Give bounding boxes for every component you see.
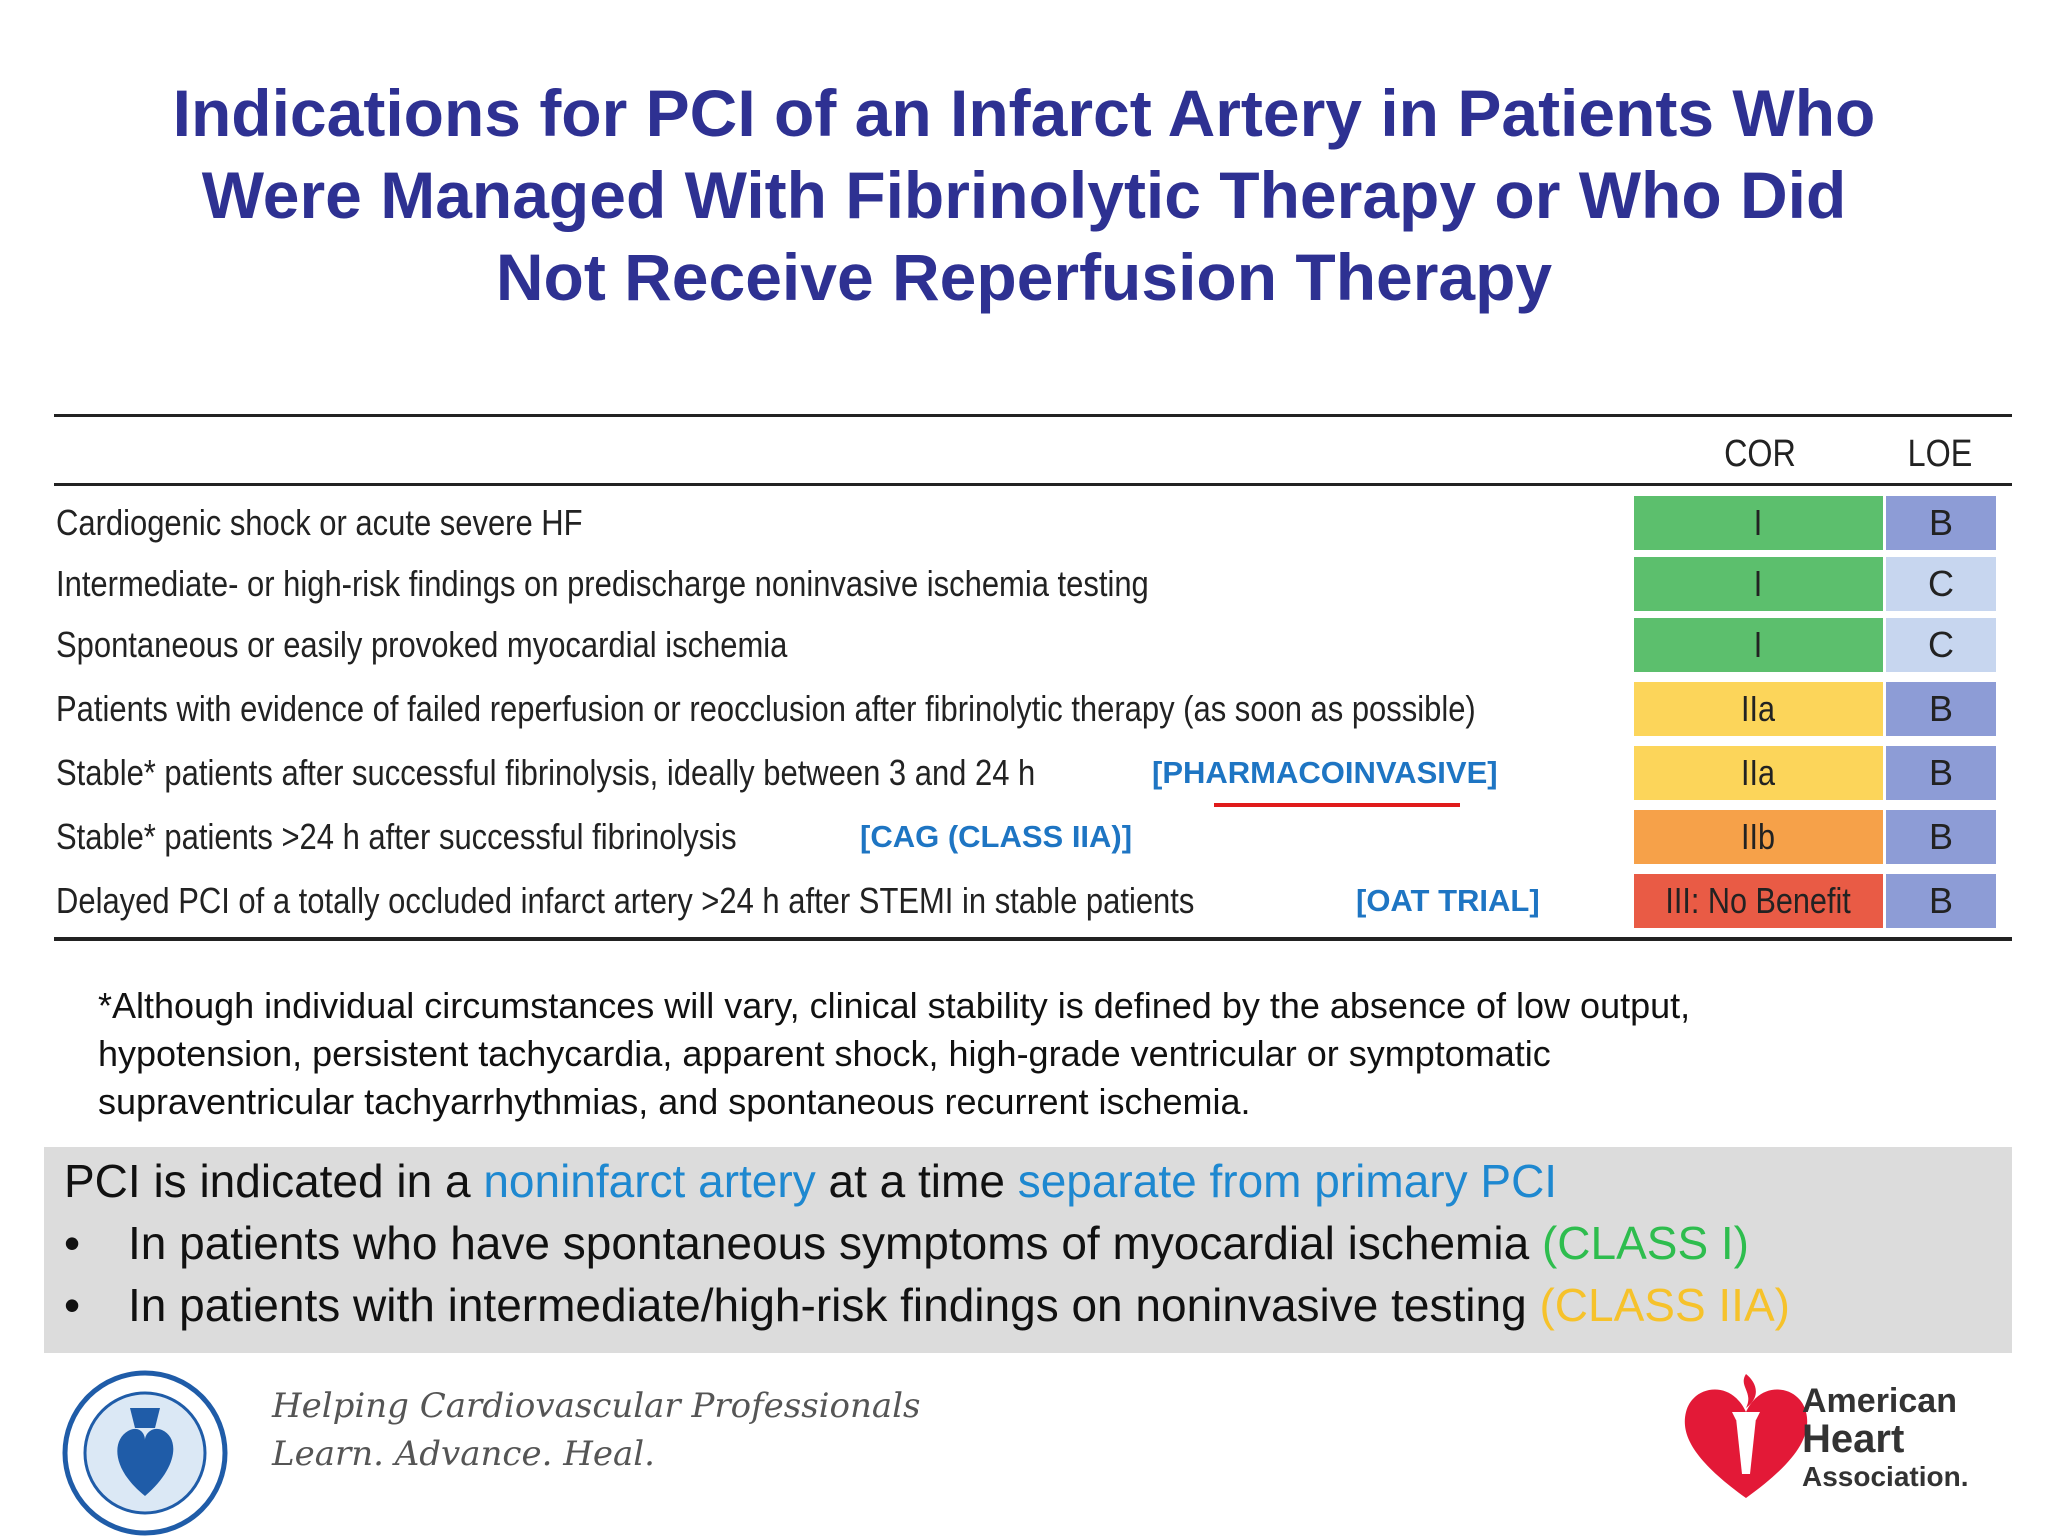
table-row: Stable* patients after successful fibrin… [0,743,2048,803]
row-text: Patients with evidence of failed reperfu… [56,688,1476,729]
loe-cell: B [1886,874,1996,928]
row-text: Spontaneous or easily provoked myocardia… [56,624,788,665]
table-header-rule [54,483,2012,486]
oat-trial-note: [OAT TRIAL] [1356,883,1540,918]
table-row: Intermediate- or high-risk findings on p… [0,554,2048,614]
footnote: *Although individual circumstances will … [98,982,1968,1126]
summary-box: PCI is indicated in a noninfarct artery … [44,1147,2012,1353]
table-bottom-rule [54,937,2012,941]
cag-note: [CAG (CLASS IIA)] [860,819,1133,854]
title-line-3: Not Receive Reperfusion Therapy [495,240,1553,314]
table-row: Cardiogenic shock or acute severe HF I B [0,493,2048,553]
row-text: Intermediate- or high-risk findings on p… [56,563,1149,604]
table-row: Stable* patients >24 h after successful … [0,807,2048,867]
loe-cell: C [1886,557,1996,611]
row-text: Delayed PCI of a totally occluded infarc… [56,880,1195,921]
cor-cell: IIa [1634,682,1883,736]
footnote-line-3: supraventricular tachyarrhythmias, and s… [98,1081,1251,1122]
column-header-loe: LOE [1907,433,1973,475]
cor-cell: IIa [1634,746,1883,800]
table-top-rule [54,414,2012,417]
row-text: Stable* patients >24 h after successful … [56,816,737,857]
loe-cell: B [1886,496,1996,550]
table-row: Patients with evidence of failed reperfu… [0,679,2048,739]
aha-line-1: American [1802,1382,1957,1420]
slide-title: Indications for PCI of an Infarct Artery… [80,72,1968,318]
aha-line-2: Heart [1802,1417,1905,1461]
aha-wordmark: American Heart Association. [1802,1382,1968,1496]
cor-cell: I [1634,557,1883,611]
cor-cell: III: No Benefit [1634,874,1883,928]
pharmacoinvasive-note: [PHARMACOINVASIVE] [1152,755,1498,790]
table-row: Delayed PCI of a totally occluded infarc… [0,871,2048,931]
cor-cell: I [1634,618,1883,672]
summary-bullet-2: In patients with intermediate/high-risk … [128,1279,1790,1331]
aha-heart-torch-icon [1684,1374,1808,1498]
cor-cell: IIb [1634,810,1883,864]
acc-tagline: Helping Cardiovascular Professionals Lea… [272,1382,921,1478]
table-row: Spontaneous or easily provoked myocardia… [0,615,2048,675]
summary-bullet-1: In patients who have spontaneous symptom… [128,1217,1749,1269]
aha-line-3: Association. [1802,1461,1969,1492]
footnote-line-1: *Although individual circumstances will … [98,985,1691,1026]
title-line-2: Were Managed With Fibrinolytic Therapy o… [201,158,1847,232]
acc-seal-icon [62,1370,228,1536]
loe-cell: C [1886,618,1996,672]
summary-heading: PCI is indicated in a noninfarct artery … [64,1155,1558,1207]
pharmacoinvasive-underline [1214,803,1460,807]
loe-cell: B [1886,810,1996,864]
bullet-icon: • [64,1279,81,1331]
tagline-line-2: Learn. Advance. Heal. [272,1434,655,1474]
title-line-1: Indications for PCI of an Infarct Artery… [172,76,1876,150]
row-text: Stable* patients after successful fibrin… [56,752,1036,793]
bullet-icon: • [64,1217,81,1269]
footnote-line-2: hypotension, persistent tachycardia, app… [98,1033,1551,1074]
loe-cell: B [1886,682,1996,736]
loe-cell: B [1886,746,1996,800]
cor-cell: I [1634,496,1883,550]
row-text: Cardiogenic shock or acute severe HF [56,502,583,543]
tagline-line-1: Helping Cardiovascular Professionals [272,1386,921,1426]
column-header-cor: COR [1724,433,1796,475]
